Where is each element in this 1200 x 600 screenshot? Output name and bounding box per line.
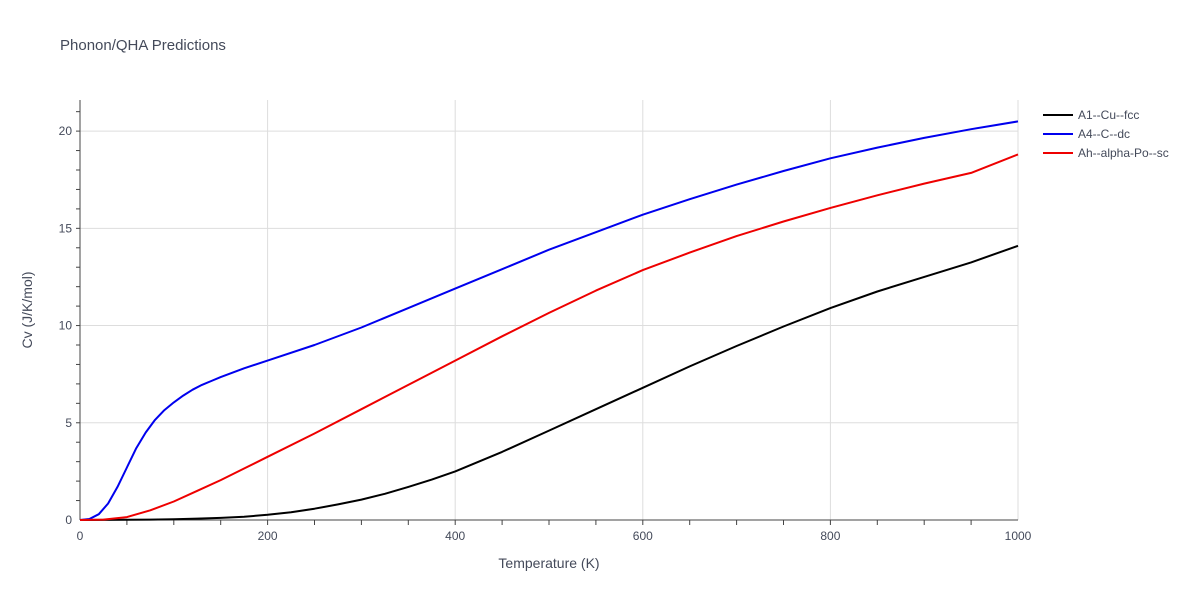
series-line-2[interactable] bbox=[79, 153, 1019, 521]
x-tick-label: 200 bbox=[258, 529, 278, 543]
legend-item-1[interactable]: A4--C--dc bbox=[1043, 127, 1130, 141]
y-tick-label: 20 bbox=[59, 124, 73, 138]
series-line-0[interactable] bbox=[79, 244, 1019, 521]
grid-lines bbox=[80, 100, 1019, 520]
y-tick-label: 0 bbox=[65, 513, 72, 527]
y-tick-label: 10 bbox=[59, 319, 73, 333]
legend-label: A4--C--dc bbox=[1078, 127, 1130, 141]
y-tick-label: 15 bbox=[59, 221, 73, 235]
legend-item-0[interactable]: A1--Cu--fcc bbox=[1043, 108, 1139, 122]
x-tick-label: 400 bbox=[445, 529, 465, 543]
y-axis-title: Cv (J/K/mol) bbox=[19, 272, 35, 349]
y-tick-label: 5 bbox=[65, 416, 72, 430]
chart-title: Phonon/QHA Predictions bbox=[60, 37, 226, 54]
legend[interactable]: A1--Cu--fcc A4--C--dc Ah--alpha-Po--sc bbox=[1043, 108, 1169, 160]
axis-ticks: 0 200 400 600 800 1000 0 5 10 15 20 bbox=[59, 111, 1032, 543]
x-axis-title: Temperature (K) bbox=[498, 555, 599, 571]
series-line-1[interactable] bbox=[79, 120, 1019, 521]
legend-label: A1--Cu--fcc bbox=[1078, 108, 1139, 122]
x-tick-label: 600 bbox=[633, 529, 653, 543]
legend-label: Ah--alpha-Po--sc bbox=[1078, 146, 1169, 160]
x-tick-label: 1000 bbox=[1005, 529, 1032, 543]
x-tick-label: 800 bbox=[820, 529, 840, 543]
plot-area[interactable] bbox=[79, 120, 1019, 521]
legend-item-2[interactable]: Ah--alpha-Po--sc bbox=[1043, 146, 1169, 160]
x-tick-label: 0 bbox=[77, 529, 84, 543]
